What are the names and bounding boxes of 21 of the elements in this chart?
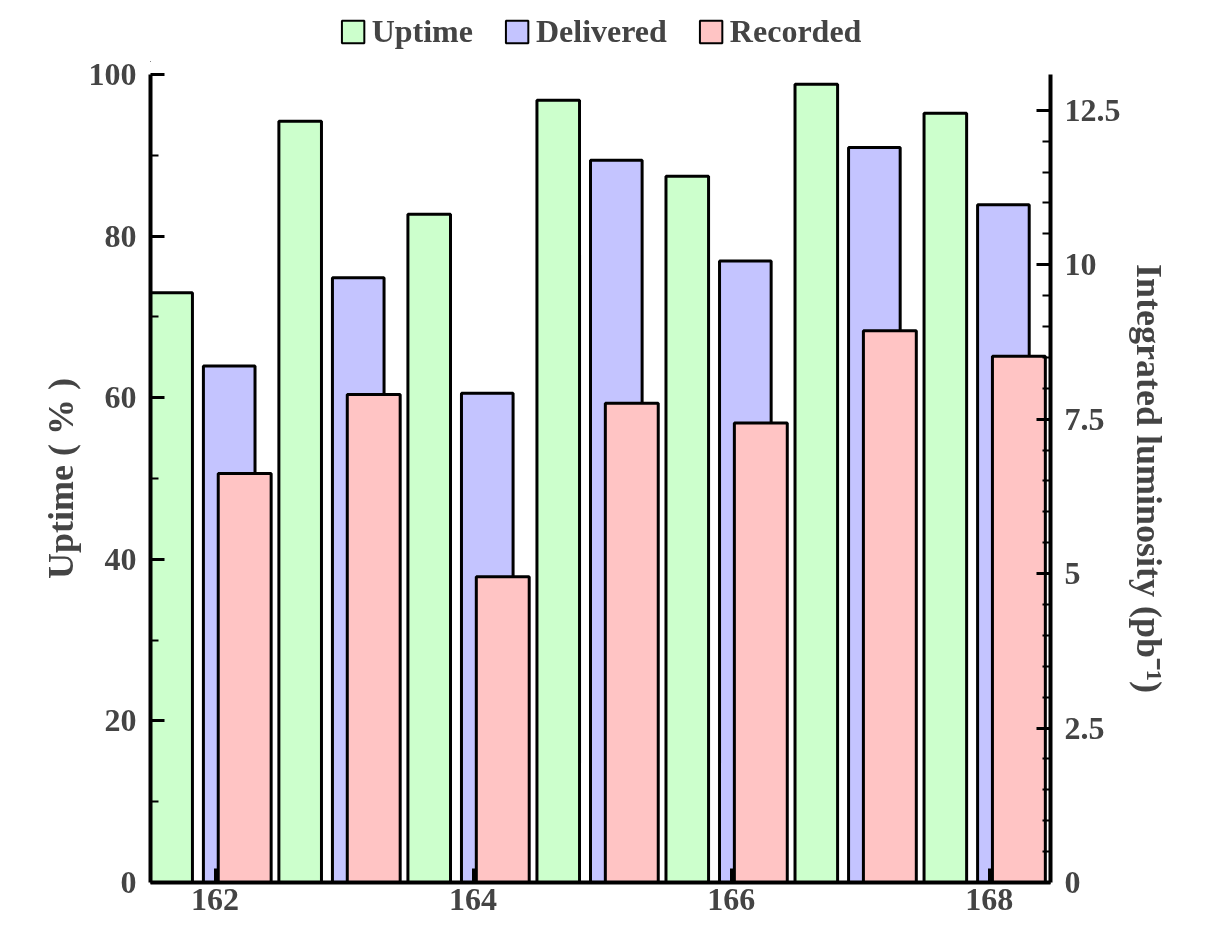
legend-label: Delivered [535, 12, 667, 50]
legend-label: Uptime [371, 12, 473, 50]
x-tick-label: 162 [191, 880, 240, 917]
y2-tick-label: 12.5 [1064, 91, 1121, 128]
y-tick-label: 100 [88, 56, 137, 92]
y2-axis-title: Integrated luminosity (pb⁻¹) [1128, 264, 1169, 693]
y-tick-label: 80 [104, 217, 137, 254]
y2-tick-label: 2.5 [1064, 709, 1105, 746]
x-tick-label: 166 [707, 880, 756, 917]
legend-label: Recorded [729, 12, 862, 50]
x-tick-label: 164 [449, 880, 498, 917]
y-tick-label: 0 [120, 864, 137, 900]
y2-tick-label: 7.5 [1064, 400, 1105, 437]
y-tick-label: 40 [104, 540, 137, 577]
x-tick-label: 168 [965, 880, 1014, 917]
y-tick-label: 60 [104, 379, 137, 416]
y-tick-label: 20 [104, 702, 137, 739]
y2-tick-label: 10 [1064, 246, 1097, 283]
y-axis-title: Uptime ( % ) [40, 378, 81, 579]
y2-tick-label: 0 [1064, 864, 1081, 900]
y2-tick-label: 5 [1064, 555, 1081, 592]
